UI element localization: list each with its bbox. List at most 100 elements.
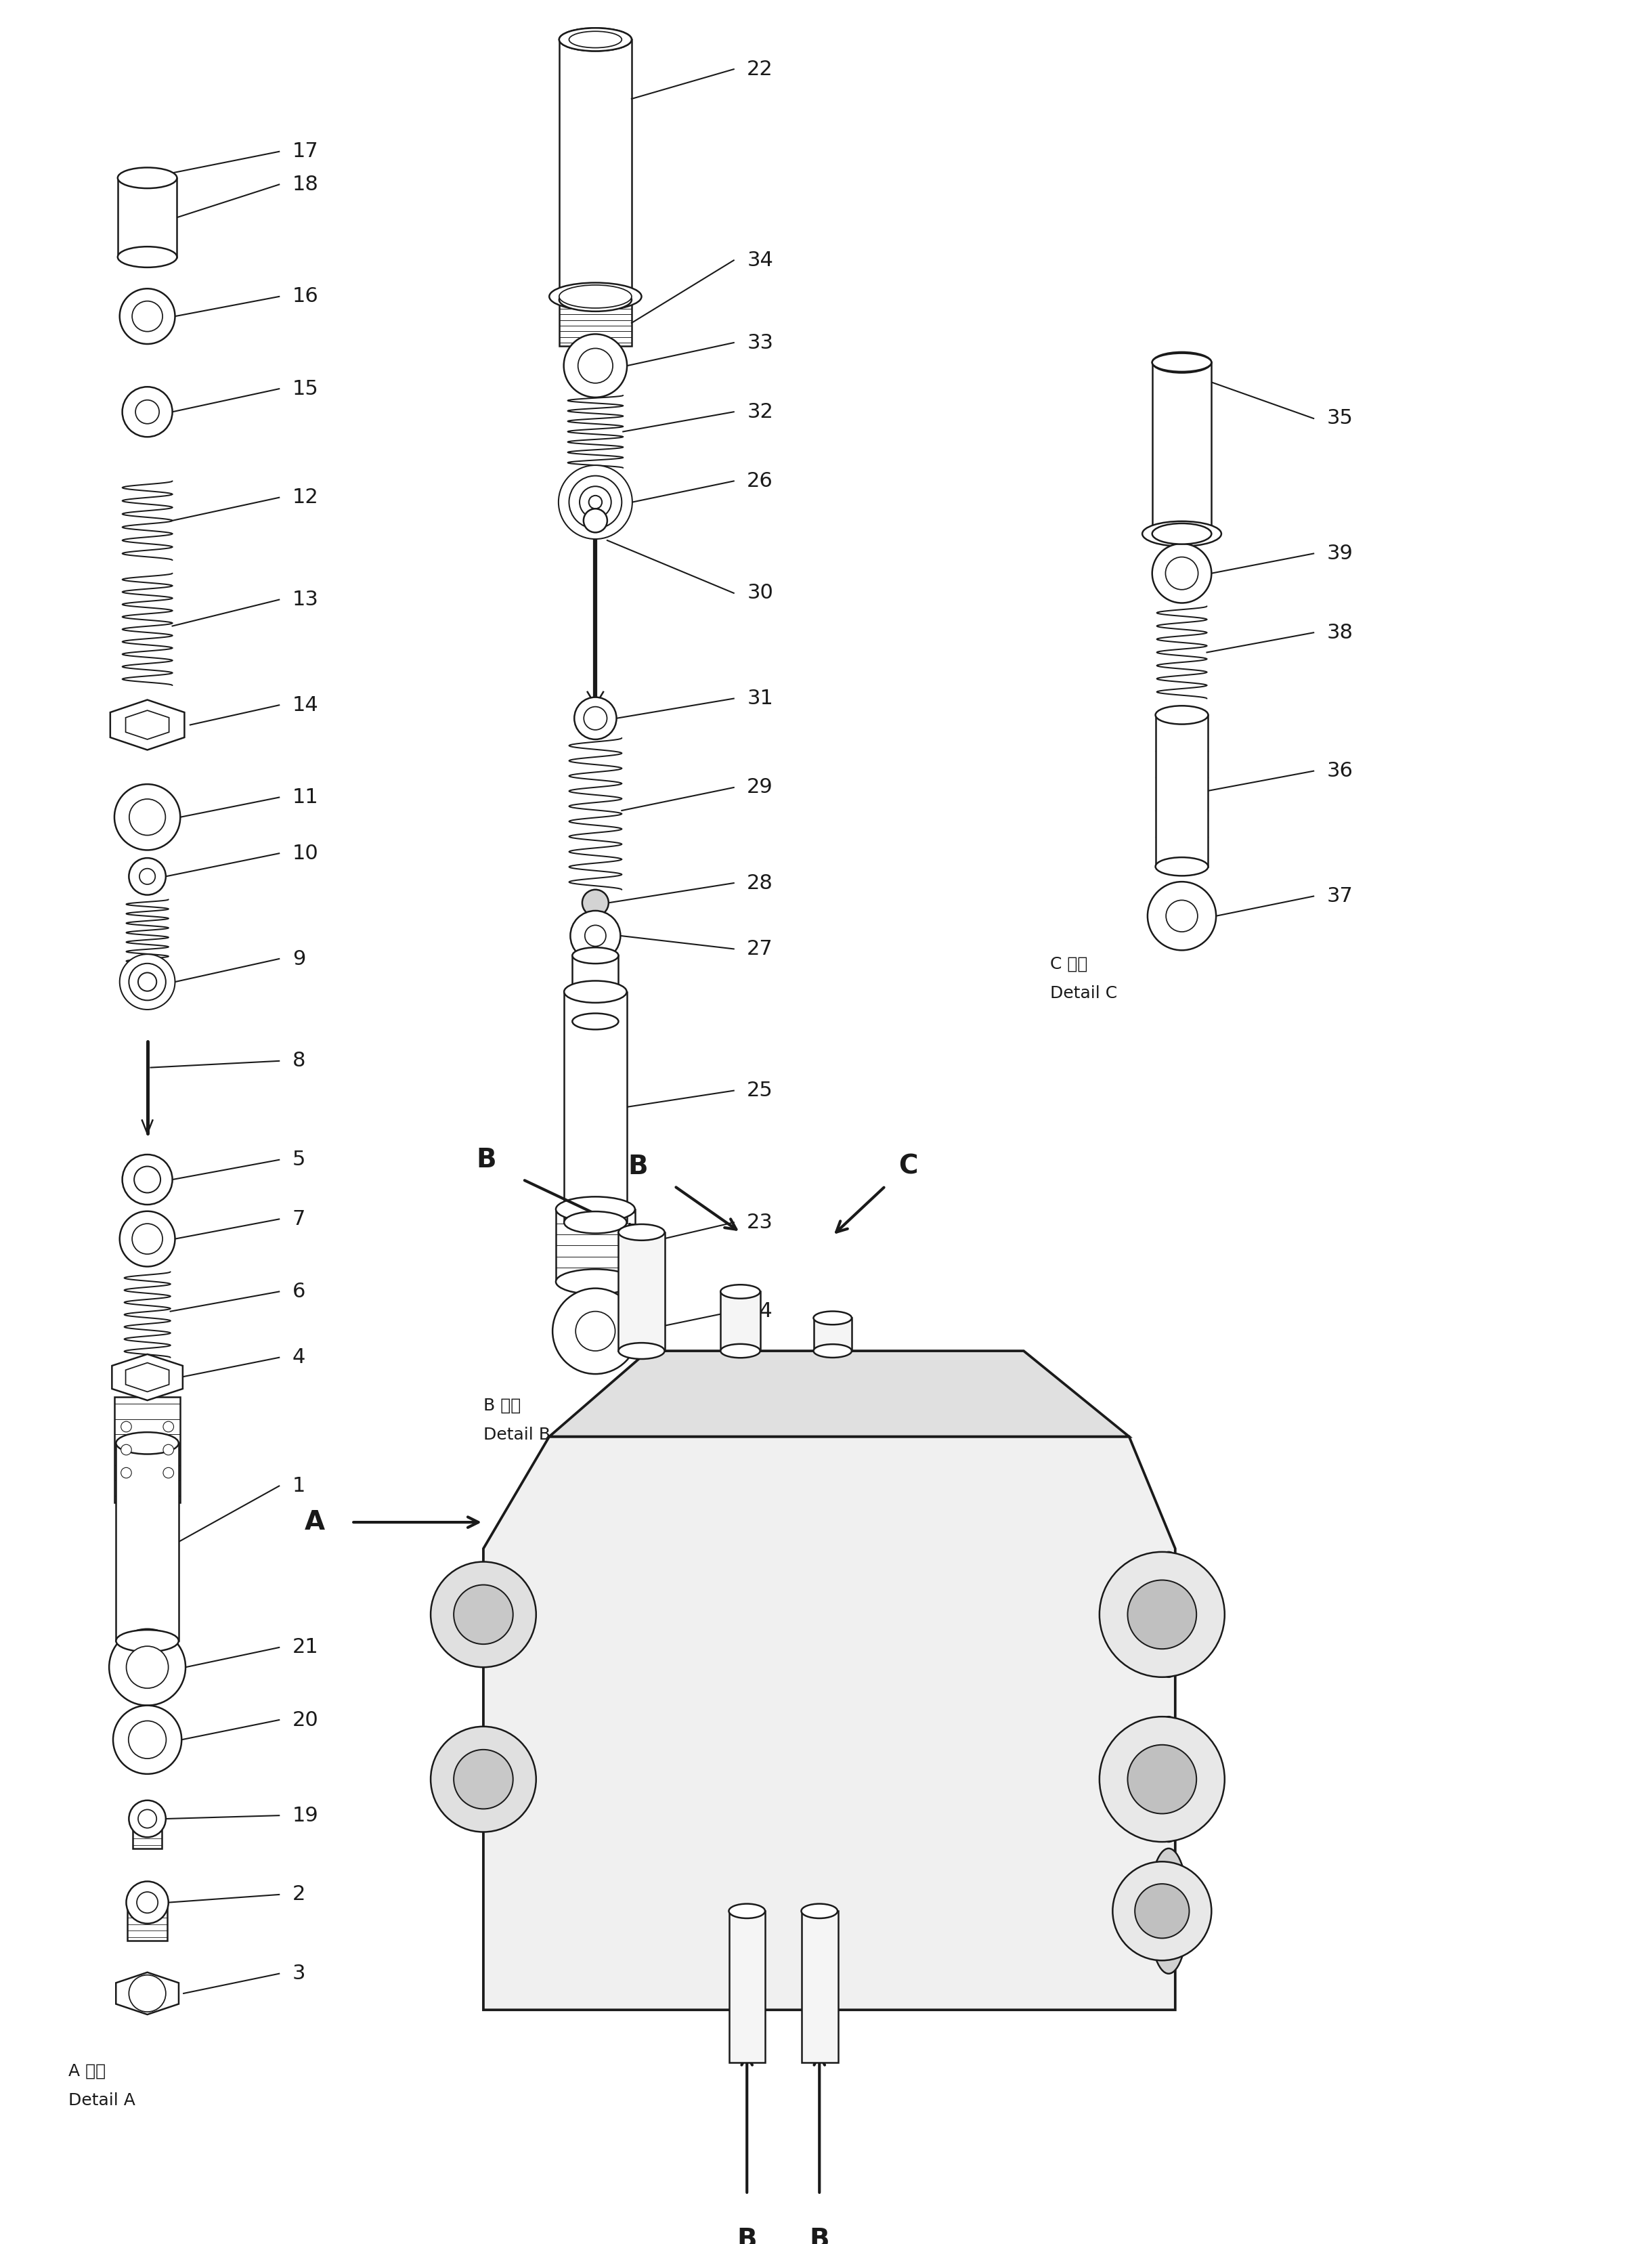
Circle shape — [585, 925, 606, 947]
Bar — [801, 1912, 838, 2062]
Text: 30: 30 — [747, 583, 773, 604]
Ellipse shape — [1148, 1553, 1188, 1676]
Circle shape — [1148, 882, 1216, 949]
Circle shape — [583, 707, 606, 729]
Circle shape — [582, 889, 608, 916]
Text: B: B — [476, 1147, 497, 1174]
Ellipse shape — [1151, 523, 1211, 543]
Circle shape — [1100, 1717, 1224, 1842]
Circle shape — [119, 954, 175, 1010]
Text: C: C — [899, 1153, 919, 1180]
Text: B: B — [737, 2228, 757, 2244]
Bar — [558, 301, 631, 346]
Text: 17: 17 — [292, 141, 319, 162]
Circle shape — [126, 1880, 169, 1923]
Polygon shape — [548, 1351, 1128, 1436]
Text: 9: 9 — [292, 949, 306, 969]
Circle shape — [121, 1468, 132, 1479]
Circle shape — [580, 487, 611, 518]
Text: 13: 13 — [292, 590, 319, 610]
Text: 28: 28 — [747, 873, 773, 893]
Bar — [558, 40, 631, 296]
Circle shape — [137, 1892, 159, 1914]
Circle shape — [578, 348, 613, 384]
Bar — [114, 1398, 180, 1503]
Circle shape — [1128, 1746, 1196, 1813]
Text: 35: 35 — [1327, 408, 1353, 429]
Text: B: B — [628, 1153, 648, 1180]
Circle shape — [454, 1584, 514, 1645]
Bar — [117, 177, 177, 258]
Ellipse shape — [555, 1196, 634, 1221]
Circle shape — [126, 1647, 169, 1687]
Circle shape — [575, 1310, 615, 1351]
Circle shape — [139, 1809, 157, 1829]
Circle shape — [431, 1562, 537, 1667]
Polygon shape — [126, 1362, 169, 1391]
Circle shape — [570, 911, 621, 960]
Ellipse shape — [1155, 857, 1208, 875]
Circle shape — [122, 1153, 172, 1205]
Text: 8: 8 — [292, 1050, 306, 1070]
Circle shape — [1128, 1580, 1196, 1649]
Circle shape — [568, 476, 621, 530]
Circle shape — [119, 289, 175, 343]
Circle shape — [1113, 1863, 1211, 1961]
Text: 26: 26 — [747, 471, 773, 491]
Text: 12: 12 — [292, 487, 319, 507]
Circle shape — [132, 301, 162, 332]
Circle shape — [139, 972, 157, 992]
Ellipse shape — [568, 31, 621, 47]
Circle shape — [454, 1750, 514, 1809]
Circle shape — [552, 1288, 638, 1373]
Ellipse shape — [720, 1284, 760, 1299]
Bar — [1151, 364, 1211, 534]
Text: 21: 21 — [292, 1638, 319, 1658]
Text: 29: 29 — [747, 779, 773, 797]
Ellipse shape — [116, 1432, 178, 1454]
Circle shape — [1100, 1553, 1224, 1676]
Text: 19: 19 — [292, 1806, 319, 1824]
Text: 33: 33 — [747, 332, 773, 352]
Ellipse shape — [1142, 521, 1221, 545]
Text: 16: 16 — [292, 287, 319, 307]
Text: A: A — [306, 1510, 325, 1535]
Text: 14: 14 — [292, 696, 319, 716]
Text: 39: 39 — [1327, 543, 1353, 563]
Polygon shape — [484, 1436, 1175, 2011]
Circle shape — [164, 1468, 173, 1479]
Ellipse shape — [563, 1212, 626, 1234]
Text: B 詳細: B 詳細 — [484, 1398, 520, 1414]
Bar — [729, 1912, 765, 2062]
Ellipse shape — [1151, 352, 1211, 373]
Circle shape — [431, 1726, 537, 1831]
Text: 32: 32 — [747, 402, 773, 422]
Circle shape — [129, 1721, 167, 1759]
Bar — [1155, 716, 1208, 866]
Ellipse shape — [1155, 707, 1208, 725]
Ellipse shape — [801, 1903, 838, 1919]
Circle shape — [588, 496, 601, 509]
Ellipse shape — [117, 168, 177, 188]
Polygon shape — [111, 700, 185, 749]
Circle shape — [563, 334, 628, 397]
Circle shape — [134, 1167, 160, 1194]
Text: Detail B: Detail B — [484, 1427, 550, 1443]
Circle shape — [164, 1445, 173, 1454]
Text: 11: 11 — [292, 788, 319, 808]
Circle shape — [1166, 900, 1198, 931]
Ellipse shape — [618, 1342, 664, 1360]
Ellipse shape — [548, 283, 641, 310]
Circle shape — [583, 509, 608, 532]
Bar — [563, 992, 626, 1223]
Text: 2: 2 — [292, 1885, 306, 1905]
Text: C 詳細: C 詳細 — [1051, 956, 1087, 972]
Bar — [555, 1210, 634, 1281]
Text: 34: 34 — [747, 251, 773, 269]
Circle shape — [129, 963, 165, 1001]
Text: 24: 24 — [747, 1302, 773, 1322]
Circle shape — [1151, 543, 1211, 604]
Text: 25: 25 — [747, 1082, 773, 1100]
Ellipse shape — [1148, 1717, 1188, 1842]
Text: 22: 22 — [747, 58, 773, 79]
